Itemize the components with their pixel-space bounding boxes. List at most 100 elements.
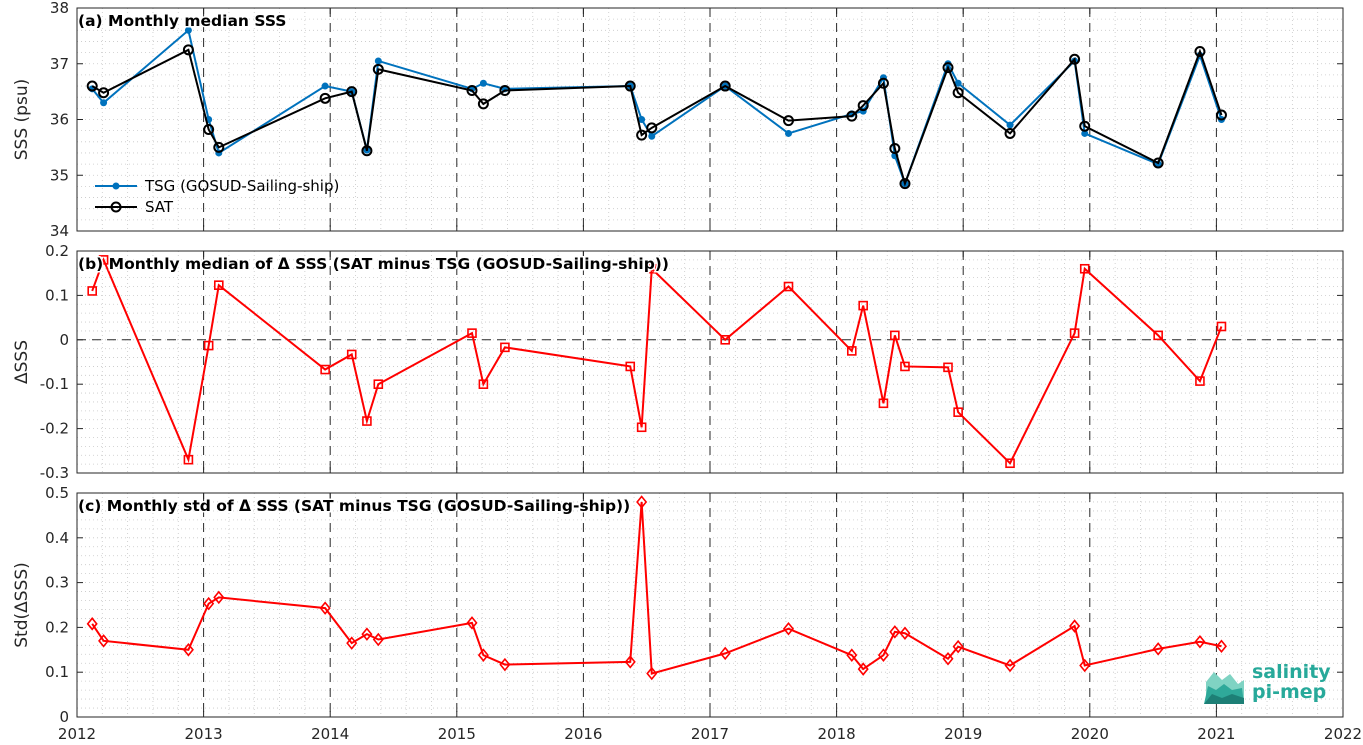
data-point [321,82,329,90]
data-point [1216,321,1227,332]
data-point [213,590,225,605]
data-point [877,77,889,89]
y-tick-label: 0.1 [45,286,69,304]
x-tick-label: 2020 [1071,725,1109,743]
y-tick-label: 0.5 [45,484,69,502]
x-tick-label: 2014 [311,725,349,743]
data-point [477,648,489,662]
data-point [943,362,953,373]
data-point [878,398,889,409]
data-point [319,601,331,615]
data-point [1004,127,1016,139]
data-point [1081,129,1089,137]
x-tick-label: 2021 [1197,725,1235,743]
data-point [1069,619,1081,633]
data-point [1194,634,1206,649]
panel-title: (b) Monthly median of Δ SSS (SAT minus T… [78,255,669,273]
series-delta [86,495,1227,681]
data-point [319,92,331,104]
data-point [86,617,98,631]
data-point [1005,458,1015,469]
y-tick-label: 0 [59,708,69,726]
data-point [346,349,357,360]
data-point [636,495,648,509]
data-point [361,627,373,641]
data-point [899,626,911,640]
data-point [857,662,869,676]
data-point [784,129,792,137]
data-point [372,63,384,75]
data-point [1069,53,1081,65]
data-point [624,655,636,669]
y-tick-label: 0.2 [45,618,69,636]
y-tick-label: 0.4 [45,529,69,547]
data-point [646,263,657,274]
data-point [952,639,964,654]
legend-marker [110,201,122,213]
data-point [499,85,511,97]
y-axis-label: ΔSSS [12,340,32,384]
data-point [203,340,214,351]
y-tick-label: 0.1 [45,663,69,681]
y-tick-label: 38 [50,0,69,17]
data-point [953,407,963,417]
data-point [466,616,478,630]
data-point [362,416,372,426]
data-point [98,87,110,99]
y-tick-label: 34 [50,222,69,240]
data-point [719,80,731,92]
data-point [942,651,954,666]
panel-title: (c) Monthly std of Δ SSS (SAT minus TSG … [78,497,630,515]
data-point [1153,330,1163,341]
panel-title: (a) Monthly median SSS [78,12,286,30]
data-point [346,636,358,650]
y-tick-label: -0.1 [40,375,69,393]
data-point [1215,109,1227,121]
x-tick-label: 2016 [564,725,602,743]
y-tick-label: -0.2 [40,420,69,438]
data-point [466,85,478,97]
data-point [857,100,869,112]
data-point [500,342,510,353]
data-point [98,634,110,648]
data-point [638,116,646,123]
data-point [877,648,889,662]
data-point [478,379,489,390]
data-point [373,379,384,390]
series-delta [87,255,1227,469]
data-point [213,141,225,153]
x-tick-label: 2012 [58,725,96,743]
data-point [203,124,215,136]
data-point [346,86,358,98]
data-point [636,129,648,141]
data-point [624,80,636,92]
series-line [91,257,1223,465]
data-point [183,454,194,465]
x-tick-label: 2015 [438,725,476,743]
data-point [1215,639,1227,653]
data-point [942,62,954,74]
data-point [100,99,108,107]
y-axis-label: SSS (psu) [12,79,32,160]
data-point [1195,376,1205,386]
data-point [648,132,656,140]
data-point [203,596,215,611]
data-point [899,178,911,190]
data-point [889,625,901,639]
panel-c: 0 0.1 0.2 0.3 0.4 0.5 Std(ΔSSS) (c) Monthly std… [12,484,1344,726]
x-tick-label: 2018 [818,725,856,743]
series-line [91,48,1223,187]
x-tick-label: 2022 [1324,725,1362,743]
data-point [954,79,962,87]
y-tick-label: 0 [59,331,69,349]
data-point [1152,642,1164,656]
data-point [646,122,658,134]
data-point [1006,121,1014,129]
data-point [1069,328,1080,338]
data-point [1079,120,1091,132]
y-tick-label: 0.2 [45,242,69,260]
series-line [91,501,1222,675]
data-point [846,346,857,356]
salinity-pi-mep-logo: salinity pi-mep [1204,661,1331,704]
data-point [846,648,858,662]
